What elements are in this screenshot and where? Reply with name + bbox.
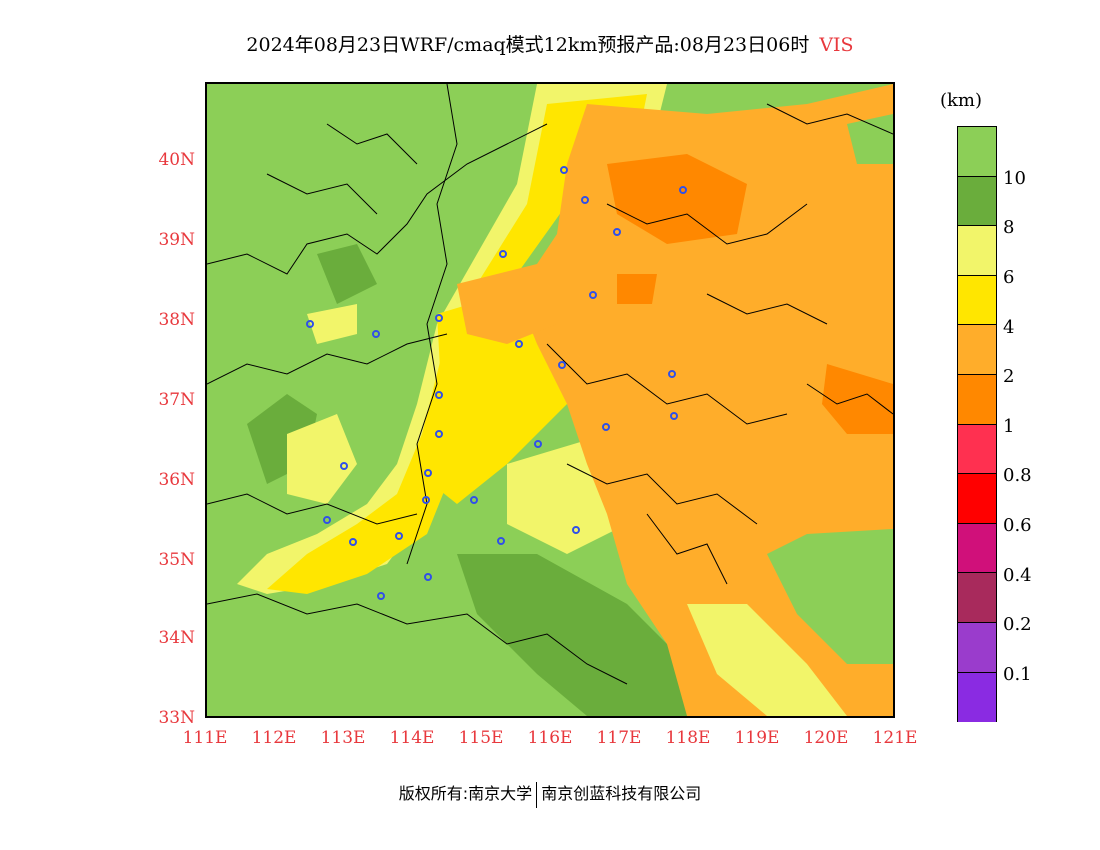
legend-swatch [958, 523, 996, 574]
legend-swatch [958, 474, 996, 524]
lon-label-117e: 117E [596, 728, 642, 748]
legend-label: 0.4 [1003, 565, 1032, 586]
legend-label: 1 [1003, 416, 1015, 437]
legend-label: 0.2 [1003, 614, 1032, 635]
legend-label: 0.1 [1003, 664, 1032, 685]
lon-label-112e: 112E [251, 728, 297, 748]
lat-label-40n: 40N [158, 150, 195, 170]
legend-swatch [958, 374, 996, 425]
legend-swatch [958, 275, 996, 326]
copyright-footer: 版权所有:南京大学 南京创蓝科技有限公司 [0, 780, 1100, 808]
legend-label: 4 [1003, 317, 1015, 338]
legend-unit: (km) [940, 90, 983, 111]
title-variable: VIS [819, 34, 854, 56]
legend-swatch [958, 127, 996, 177]
legend-swatch [958, 573, 996, 623]
legend-label: 8 [1003, 217, 1015, 238]
lon-label-111e: 111E [182, 728, 228, 748]
lon-label-118e: 118E [665, 728, 711, 748]
title-text: 2024年08月23日WRF/cmaq模式12km预报产品:08月23日06时 [246, 34, 810, 56]
lat-label-37n: 37N [158, 390, 195, 410]
legend-swatch [958, 325, 996, 375]
lon-label-119e: 119E [734, 728, 780, 748]
legend-swatch [958, 622, 996, 673]
legend-swatch [958, 226, 996, 276]
lat-label-36n: 36N [158, 470, 195, 490]
legend-swatch [958, 176, 996, 227]
legend-swatch [958, 672, 996, 723]
legend-label: 2 [1003, 366, 1015, 387]
map-graphic [207, 84, 893, 716]
lon-label-120e: 120E [803, 728, 849, 748]
lat-label-33n: 33N [158, 708, 195, 728]
lon-label-121e: 121E [872, 728, 918, 748]
lat-label-34n: 34N [158, 628, 195, 648]
copyright-owner: 版权所有:南京大学 [398, 784, 533, 803]
footer-divider [536, 781, 538, 808]
visibility-map [205, 82, 895, 718]
lon-label-116e: 116E [527, 728, 573, 748]
legend-swatch [958, 424, 996, 475]
legend-label: 0.6 [1003, 515, 1032, 536]
lon-label-115e: 115E [458, 728, 504, 748]
lon-label-113e: 113E [320, 728, 366, 748]
map-title: 2024年08月23日WRF/cmaq模式12km预报产品:08月23日06时 V… [0, 30, 1100, 57]
lat-label-39n: 39N [158, 230, 195, 250]
legend-label: 10 [1003, 168, 1026, 189]
copyright-company: 南京创蓝科技有限公司 [541, 784, 702, 803]
lat-label-38n: 38N [158, 310, 195, 330]
lon-label-114e: 114E [389, 728, 435, 748]
lat-label-35n: 35N [158, 550, 195, 570]
legend-label: 6 [1003, 267, 1015, 288]
legend-color-bar [957, 126, 997, 723]
legend-label: 0.8 [1003, 465, 1032, 486]
